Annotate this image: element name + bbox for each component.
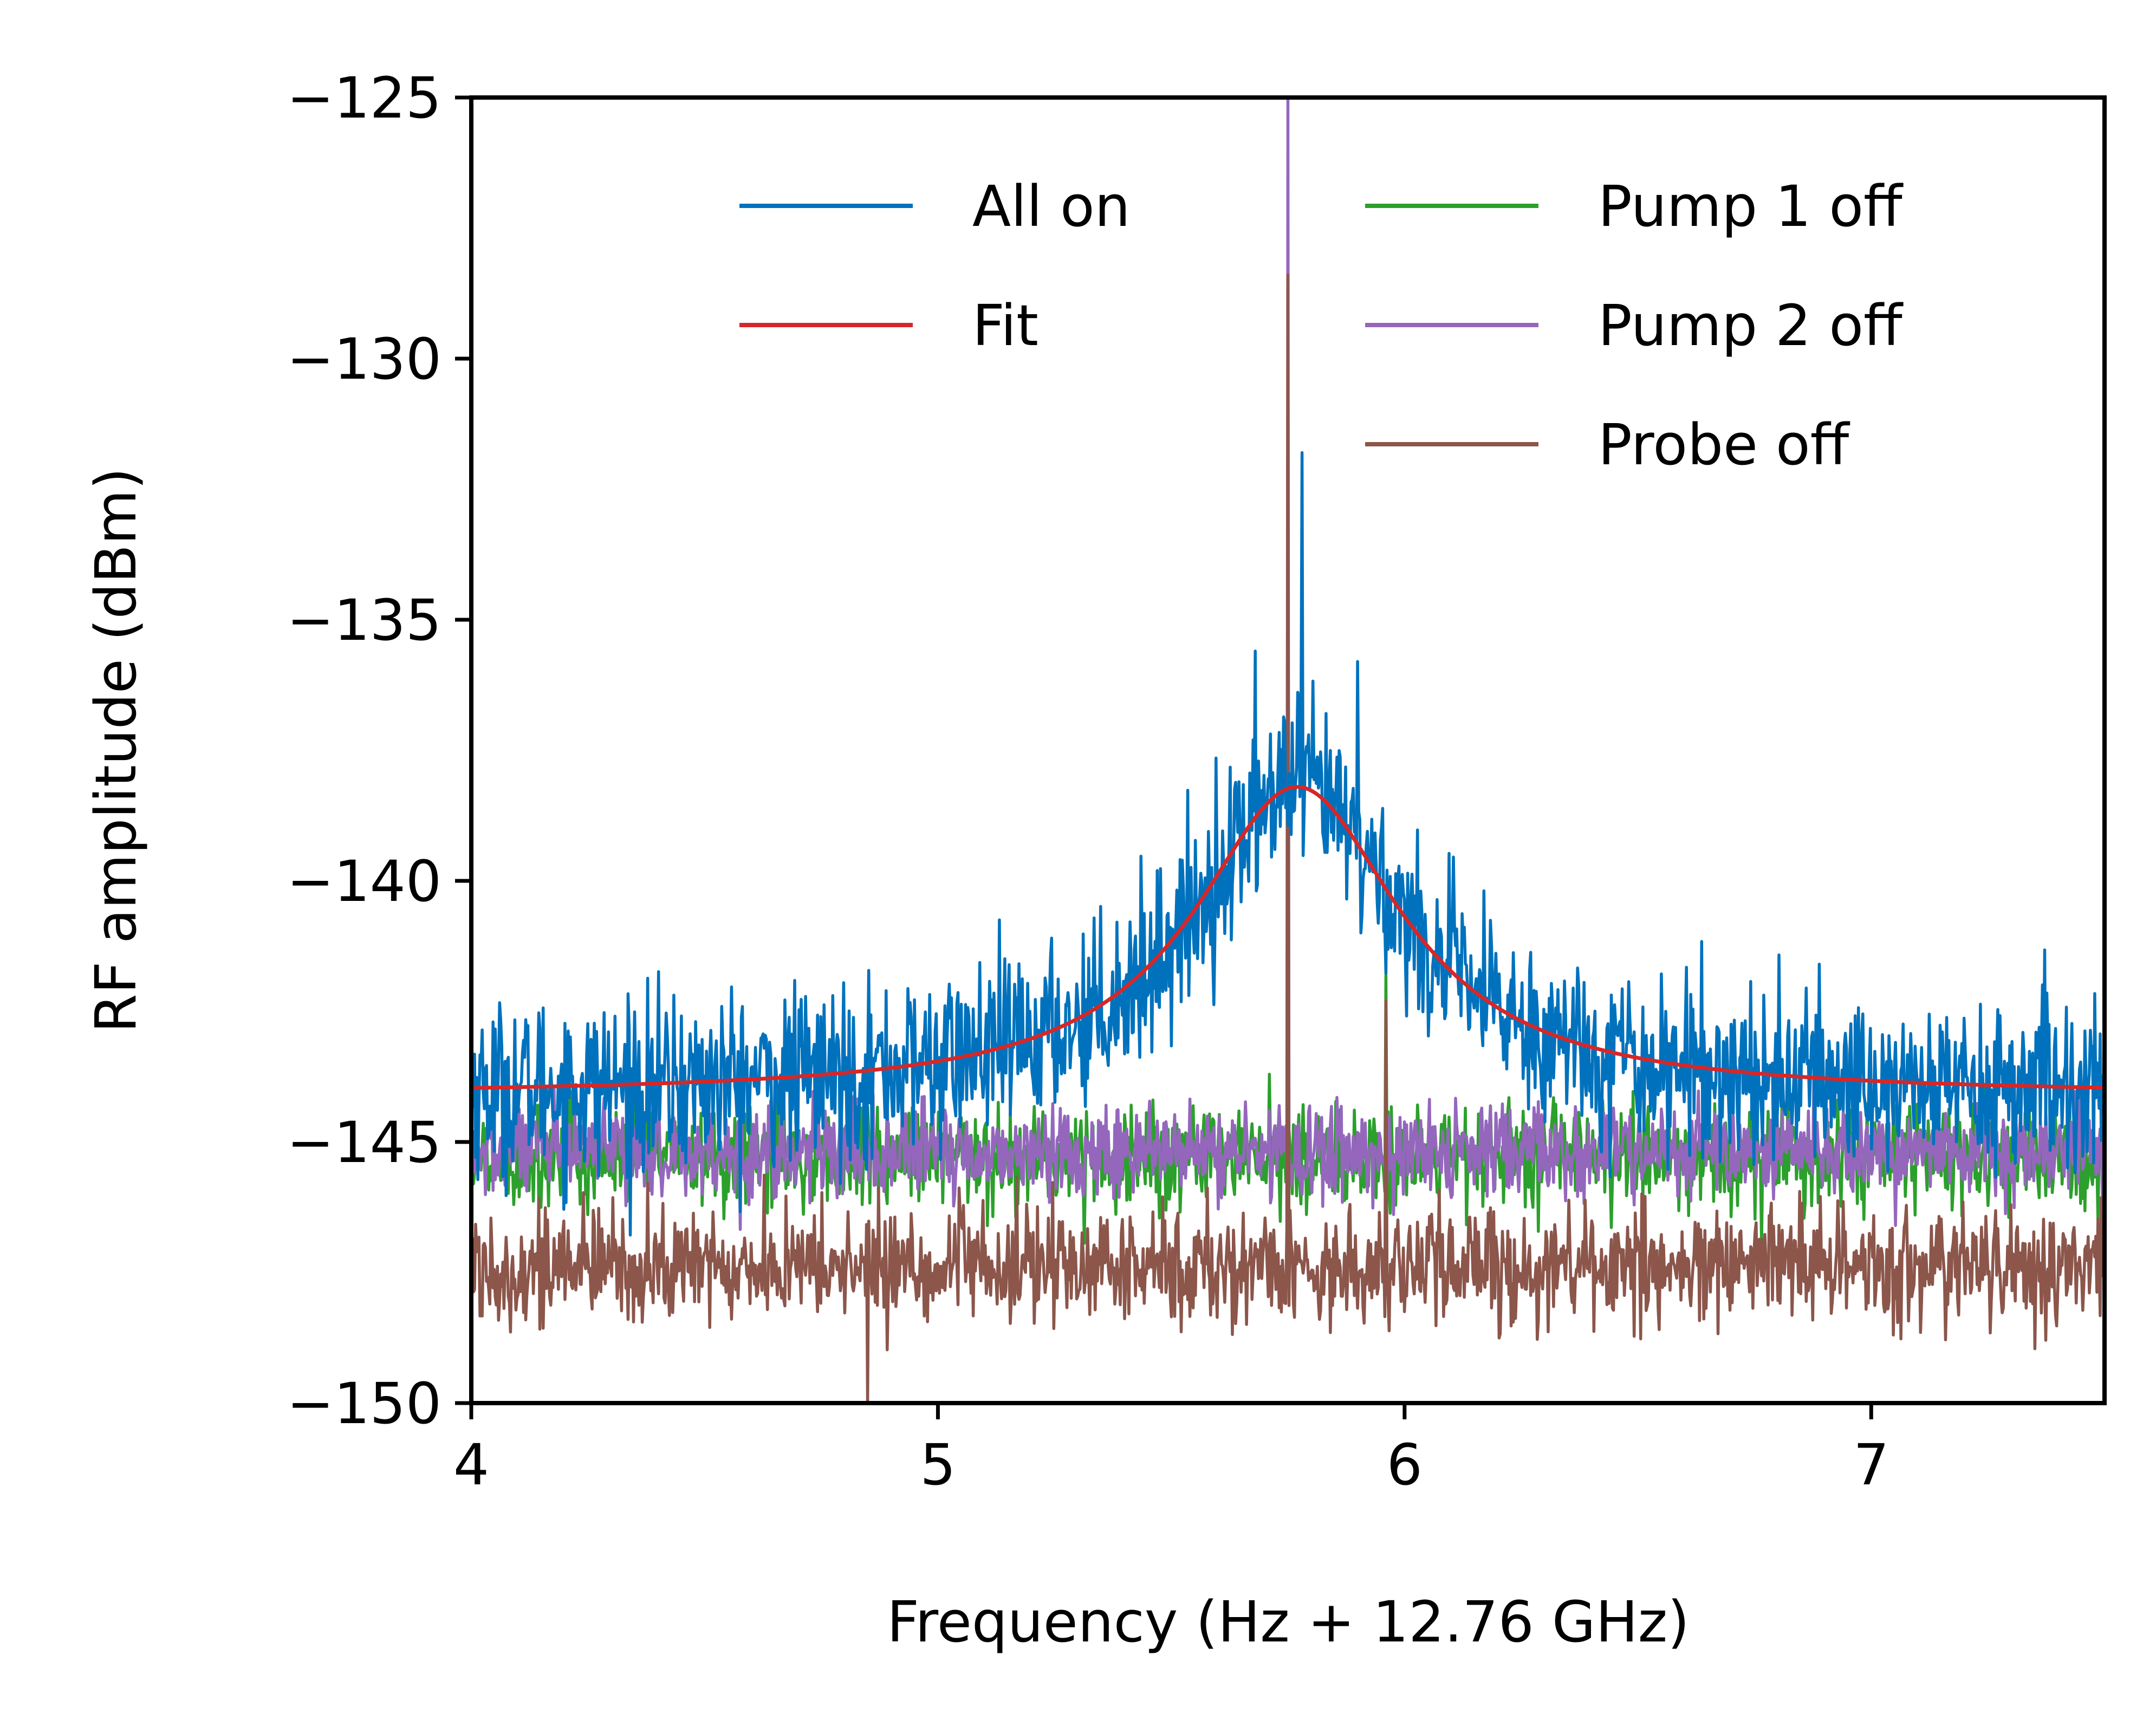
y-axis-label: RF amplitude (dBm) xyxy=(83,468,149,1033)
x-axis-label: Frequency (Hz + 12.76 GHz) xyxy=(887,1589,1690,1655)
y-tick-label: −125 xyxy=(287,65,441,131)
x-tick-label: 6 xyxy=(1387,1432,1423,1498)
y-tick-label: −140 xyxy=(287,848,441,914)
y-axis-ticks: −125 −130 −135 −140 −145 −150 xyxy=(287,65,471,1437)
plot-traces xyxy=(471,98,2105,1403)
series-line-pump-2-off xyxy=(471,98,2105,1231)
series-line-fit xyxy=(471,785,2105,1090)
y-tick-label: −145 xyxy=(287,1109,441,1176)
series-line-probe-off xyxy=(471,274,2105,1403)
x-tick-label: 4 xyxy=(453,1432,489,1498)
legend-label-fit: Fit xyxy=(972,293,1038,359)
legend-label-pump-2-off: Pump 2 off xyxy=(1598,293,1904,359)
x-tick-label: 7 xyxy=(1853,1432,1889,1498)
plot-frame xyxy=(469,95,2107,1405)
legend-label-all-on: All on xyxy=(972,173,1131,239)
legend-label-probe-off: Probe off xyxy=(1598,412,1850,478)
x-tick-label: 5 xyxy=(920,1432,956,1498)
y-tick-label: −150 xyxy=(287,1371,441,1437)
y-tick-label: −135 xyxy=(287,587,441,653)
series-line-all-on xyxy=(471,451,2105,1237)
legend: All on Fit Pump 1 off Pump 2 off Probe off xyxy=(739,173,1904,478)
legend-label-pump-1-off: Pump 1 off xyxy=(1598,173,1904,239)
x-axis-ticks: 4 5 6 7 xyxy=(453,1403,1889,1498)
y-tick-label: −130 xyxy=(287,326,441,392)
